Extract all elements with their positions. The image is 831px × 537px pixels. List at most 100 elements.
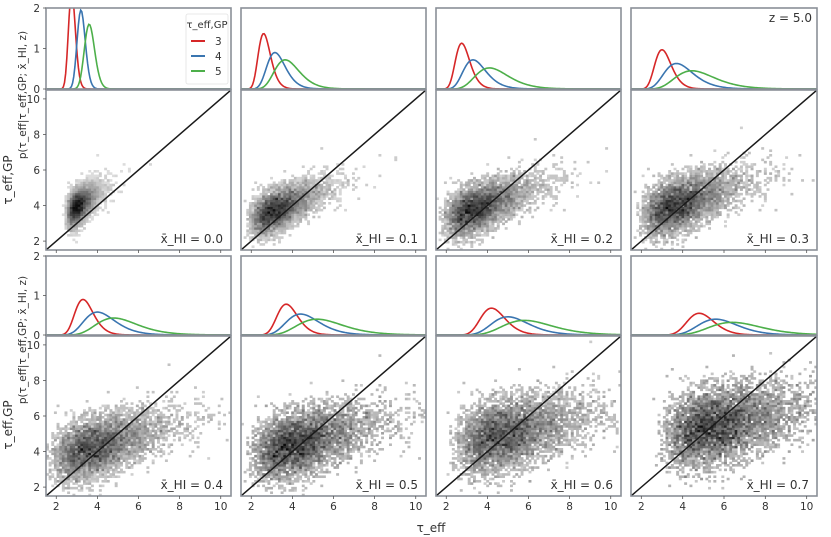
hist-cell [251, 202, 255, 205]
hist-cell [296, 470, 300, 474]
hist-cell [312, 188, 316, 191]
hist-cell [652, 236, 656, 239]
hist-cell [328, 445, 332, 449]
hist-cell [159, 450, 163, 453]
hist-cell [280, 468, 284, 472]
hist-cell [657, 222, 661, 226]
hist-cell [259, 238, 263, 242]
hist-cell [101, 441, 105, 444]
hist-cell [264, 218, 268, 221]
hist-cell [309, 473, 313, 476]
hist-cell [125, 418, 129, 421]
hist-cell [270, 491, 274, 495]
hist-cell [708, 186, 712, 189]
hist-cell [689, 231, 693, 235]
hist-cell [654, 183, 658, 187]
hist-cell [473, 208, 476, 212]
hist-cell [251, 211, 255, 214]
hist-cell [272, 204, 276, 207]
hist-cell [459, 220, 463, 223]
hist-cell [694, 174, 698, 178]
hist-cell [122, 413, 126, 417]
hist-cell [275, 443, 279, 447]
hist-cell [283, 206, 287, 210]
hist-cell [365, 450, 369, 453]
hist-cell [207, 420, 211, 424]
hist-cell [457, 224, 461, 228]
hist-cell [83, 475, 86, 479]
hist-cell [167, 400, 171, 403]
hist-cell [154, 432, 158, 435]
hist-cell [270, 220, 274, 223]
hist-cell [280, 475, 284, 479]
hist-cell [478, 227, 482, 230]
hist-cell [465, 197, 469, 201]
hist-cell [547, 192, 550, 196]
hist-cell [470, 190, 474, 194]
hist-cell [122, 422, 126, 426]
hist-cell [317, 454, 321, 458]
hist-cell [120, 420, 123, 424]
hist-cell [304, 480, 308, 483]
hist-cell [307, 461, 311, 465]
hist-cell [85, 443, 89, 447]
diagonal-line-1 [241, 90, 426, 250]
hist-cell [291, 459, 295, 463]
hist-cell [243, 480, 247, 483]
hist-cell [315, 195, 318, 198]
hist-cell [330, 179, 334, 182]
hist-cell [702, 163, 706, 166]
hist-cell [541, 170, 545, 173]
hist-cell [164, 436, 168, 440]
hist-cell [649, 236, 653, 239]
hist-cell [101, 425, 105, 428]
hist-cell [162, 429, 166, 433]
hist-cell [104, 441, 108, 444]
hist-cell [678, 192, 682, 196]
hist-cell [272, 468, 276, 472]
hist-cell [291, 454, 295, 458]
hist-cell [201, 390, 205, 394]
hist-cell [248, 464, 252, 467]
hist-cell [531, 188, 535, 191]
hist-cell [341, 457, 345, 460]
hist-cell [141, 443, 145, 447]
hist-cell [512, 192, 516, 196]
hist-cell [652, 215, 656, 219]
hist-cell [264, 441, 268, 444]
hist-cell [317, 172, 321, 175]
hist-cell [283, 459, 287, 463]
hist-cell [264, 208, 268, 212]
hist-cell [104, 183, 108, 187]
hist-cell [146, 409, 150, 412]
hist-cell [515, 206, 519, 210]
hist-cell [83, 432, 86, 435]
hist-cell [312, 475, 316, 479]
hist-cell [69, 220, 73, 223]
hist-cell [85, 473, 89, 476]
hist-cell [251, 218, 255, 221]
hist-cell [96, 461, 100, 465]
hist-cell [299, 466, 303, 469]
hist-cell [662, 213, 666, 217]
hist-cell [270, 234, 274, 237]
hist-cell [114, 448, 118, 451]
hist-cell [654, 199, 658, 203]
hist-cell [69, 461, 73, 465]
hist-cell [330, 464, 334, 467]
hist-cell [77, 218, 81, 221]
hist-cell [67, 227, 71, 230]
hist-cell [478, 222, 482, 226]
hist-cell [349, 441, 353, 444]
hist-cell [657, 229, 661, 233]
hist-cell [262, 461, 266, 465]
hist-cell [109, 413, 113, 417]
hist-cell [120, 418, 123, 421]
hist-cell [93, 461, 97, 465]
hist-cell [320, 448, 324, 451]
hist-cell [320, 183, 324, 187]
hist-cell [117, 190, 121, 194]
hist-cell [72, 213, 76, 217]
hist-cell [512, 202, 516, 205]
hist-cell [264, 224, 268, 228]
